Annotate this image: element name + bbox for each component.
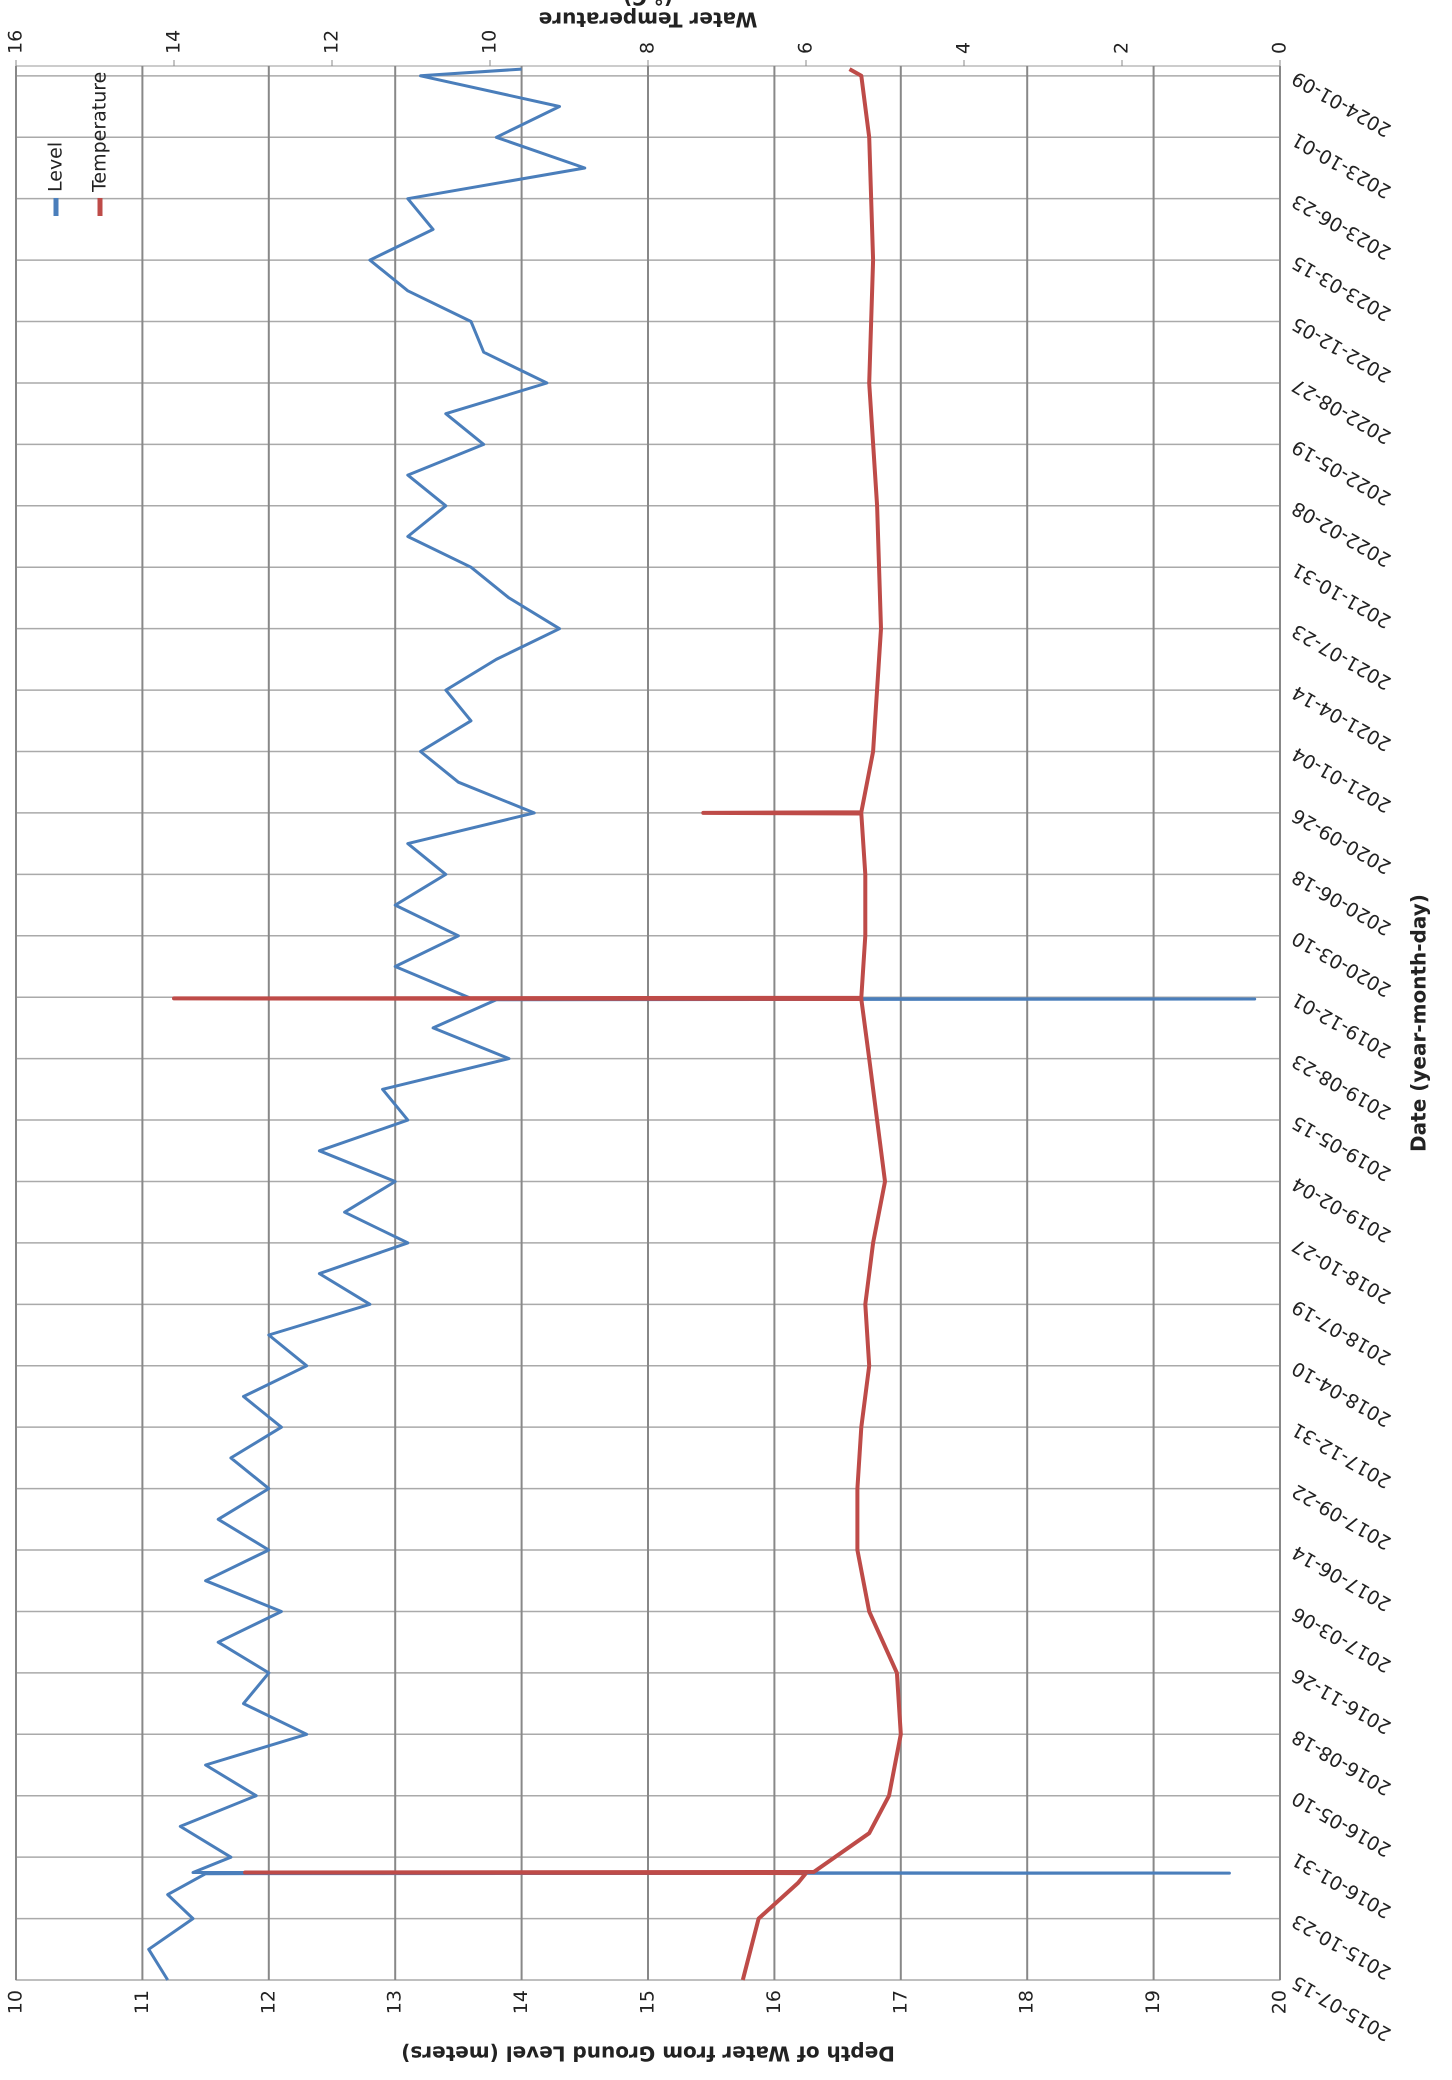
y2-tick-label: 8 [637, 42, 659, 54]
y-tick-label: 20 [1269, 1990, 1291, 2014]
y-tick-label: 16 [763, 1990, 785, 2014]
rotated-chart: 2015-07-152015-10-232016-01-312016-05-10… [5, 0, 1431, 2066]
y-tick-label: 15 [637, 1990, 659, 2014]
x-tick-label: 2017-12-31 [1288, 1418, 1395, 1492]
y-tick-label: 12 [257, 1990, 279, 2014]
x-tick-label: 2019-12-01 [1288, 988, 1395, 1062]
y2-axis-title: (° C) [623, 0, 673, 10]
x-tick-label: 2020-03-10 [1288, 927, 1395, 1001]
y-tick-label: 19 [1142, 1990, 1164, 2014]
x-tick-label: 2020-06-18 [1288, 865, 1395, 939]
legend-label: Temperature [89, 72, 111, 193]
x-tick-label: 2016-01-31 [1288, 1848, 1395, 1922]
legend-label: Level [45, 142, 67, 192]
y2-tick-label: 14 [163, 30, 185, 54]
y-tick-label: 18 [1016, 1990, 1038, 2014]
x-tick-label: 2019-08-23 [1288, 1050, 1395, 1124]
x-tick-label: 2015-10-23 [1288, 1909, 1395, 1983]
x-tick-label: 2017-06-14 [1288, 1541, 1395, 1615]
y2-tick-label: 16 [5, 30, 27, 54]
x-tick-label: 2016-08-18 [1288, 1725, 1395, 1799]
x-tick-label: 2018-04-10 [1288, 1357, 1395, 1431]
x-tick-label: 2018-10-27 [1288, 1234, 1395, 1308]
x-tick-label: 2019-05-15 [1288, 1111, 1395, 1185]
y-tick-label: 13 [384, 1990, 406, 2014]
y2-tick-label: 4 [953, 42, 975, 54]
y-tick-label: 14 [510, 1990, 532, 2014]
y-tick-label: 11 [131, 1990, 153, 2014]
x-tick-label: 2021-01-04 [1288, 742, 1395, 816]
x-tick-label: 2021-04-14 [1288, 681, 1395, 755]
data-line [147, 67, 1257, 1981]
x-tick-label: 2024-01-09 [1288, 67, 1395, 141]
x-tick-label: 2022-12-05 [1288, 312, 1395, 386]
x-tick-label: 2018-07-19 [1288, 1295, 1395, 1369]
x-tick-label: 2023-03-15 [1288, 251, 1395, 325]
x-tick-label: 2021-07-23 [1288, 620, 1395, 694]
x-tick-label: 2022-02-08 [1288, 497, 1395, 571]
x-tick-label: 2022-05-19 [1288, 435, 1395, 509]
x-tick-label: 2017-03-06 [1288, 1602, 1395, 1676]
y-axis-title: Depth of Water from Ground Level (meters… [401, 2042, 895, 2066]
x-tick-label: 2019-02-04 [1288, 1172, 1395, 1246]
x-tick-label: 2015-07-15 [1288, 1971, 1395, 2045]
x-tick-label: 2017-09-22 [1288, 1480, 1395, 1554]
y-tick-label: 17 [889, 1990, 911, 2014]
x-axis-title: Date (year-month-day) [1407, 894, 1431, 1152]
y2-tick-label: 6 [795, 42, 817, 54]
y2-tick-label: 10 [479, 30, 501, 54]
x-tick-label: 2016-05-10 [1288, 1787, 1395, 1861]
x-tick-label: 2022-08-27 [1288, 374, 1395, 448]
x-tick-label: 2021-10-31 [1288, 558, 1395, 632]
y2-axis-title: Water Temperature [539, 8, 758, 32]
x-tick-label: 2023-10-01 [1288, 128, 1395, 202]
x-tick-label: 2020-09-26 [1288, 804, 1395, 878]
y-tick-label: 10 [5, 1990, 27, 2014]
y2-tick-label: 2 [1111, 42, 1133, 54]
y2-tick-label: 0 [1269, 42, 1291, 54]
data-line [172, 67, 903, 1981]
x-tick-label: 2016-11-26 [1288, 1664, 1395, 1738]
x-tick-label: 2023-06-23 [1288, 190, 1395, 264]
y2-tick-label: 12 [321, 30, 343, 54]
